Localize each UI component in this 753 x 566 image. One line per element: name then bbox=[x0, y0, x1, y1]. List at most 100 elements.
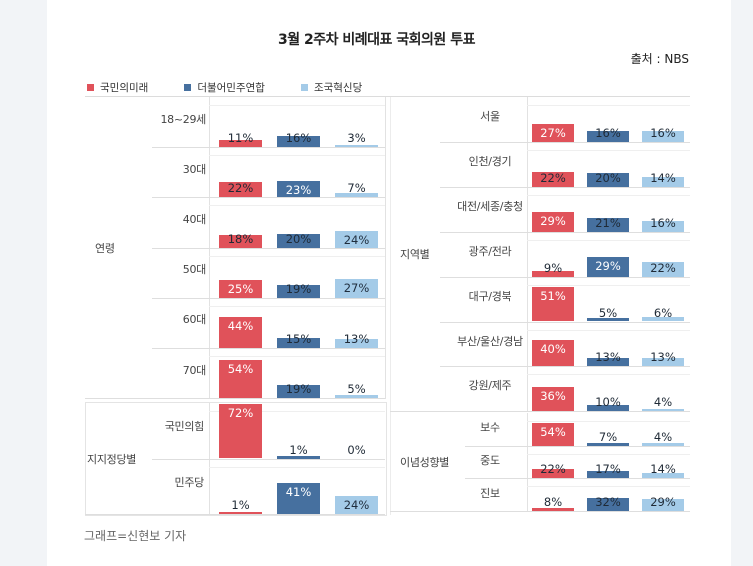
data-label: 20% bbox=[285, 231, 312, 246]
data-label: 22% bbox=[650, 260, 676, 275]
bar-ideology-series-0 bbox=[532, 423, 574, 446]
category-label: 대구/경북 bbox=[468, 289, 512, 303]
bar-age-series-1 bbox=[277, 384, 320, 399]
bar-age-series-1 bbox=[277, 136, 320, 148]
row-separator bbox=[440, 141, 690, 143]
bar-party-series-1 bbox=[277, 456, 320, 459]
row-gridline bbox=[209, 466, 385, 468]
bar-region-series-1 bbox=[587, 173, 629, 187]
legend-swatch-lightblue-icon bbox=[300, 84, 308, 91]
data-label: 16% bbox=[285, 131, 312, 146]
group-label-age: 연령 bbox=[95, 241, 115, 255]
legend-label: 국민의미래 bbox=[100, 82, 149, 94]
bar-age-series-2 bbox=[335, 338, 378, 348]
row-separator bbox=[440, 321, 690, 323]
data-label: 54% bbox=[227, 362, 254, 377]
row-separator bbox=[440, 276, 690, 278]
bar-age-series-0 bbox=[219, 139, 262, 148]
bar-region-series-2 bbox=[642, 357, 684, 367]
data-label: 16% bbox=[650, 215, 676, 230]
bar-age-series-0 bbox=[219, 235, 262, 248]
bar-region-series-2 bbox=[642, 177, 684, 187]
bar-age-series-1 bbox=[277, 284, 320, 298]
data-label: 16% bbox=[595, 125, 621, 140]
bar-region-series-0 bbox=[532, 287, 574, 322]
bar-age-series-2 bbox=[335, 278, 378, 298]
bar-age-series-2 bbox=[335, 230, 378, 248]
category-label: 강원/제주 bbox=[468, 379, 512, 393]
row-gridline bbox=[527, 453, 690, 455]
row-gridline bbox=[209, 411, 385, 412]
data-label: 22% bbox=[540, 462, 566, 477]
data-label: 5% bbox=[598, 305, 618, 320]
bar-ideology-series-2 bbox=[642, 443, 684, 446]
group-label-region: 지역별 bbox=[400, 248, 430, 262]
data-label: 10% bbox=[595, 395, 621, 410]
bar-region-series-1 bbox=[587, 318, 629, 322]
data-label: 1% bbox=[231, 498, 250, 512]
bar-region-series-0 bbox=[532, 270, 574, 277]
data-label: 5% bbox=[347, 382, 366, 397]
bar-ideology-series-2 bbox=[642, 472, 684, 479]
bar-age-series-2 bbox=[335, 192, 378, 198]
row-gridline bbox=[209, 205, 385, 207]
category-label: 보수 bbox=[480, 421, 500, 435]
row-separator bbox=[152, 197, 385, 199]
bar-party-series-2 bbox=[335, 495, 378, 514]
data-label: 0% bbox=[347, 442, 366, 457]
category-label: 민주당 bbox=[174, 475, 205, 489]
data-label: 72% bbox=[227, 405, 254, 420]
left-panel-divider bbox=[385, 97, 386, 399]
row-gridline bbox=[527, 284, 690, 286]
group-bottom-line bbox=[85, 398, 385, 400]
bar-age-series-2 bbox=[335, 144, 378, 148]
row-gridline bbox=[527, 421, 690, 422]
data-label: 32% bbox=[595, 495, 621, 510]
bar-region-series-1 bbox=[587, 217, 629, 232]
bar-region-series-0 bbox=[532, 339, 574, 367]
data-label: 27% bbox=[540, 125, 566, 140]
row-gridline bbox=[527, 239, 690, 241]
legend-item-democratic-alliance: 더불어민주연합 bbox=[184, 80, 265, 95]
bar-party-series-0 bbox=[219, 511, 262, 514]
bar-party-series-0 bbox=[219, 403, 262, 459]
data-label: 13% bbox=[650, 350, 676, 365]
row-gridline bbox=[527, 149, 690, 151]
data-label: 44% bbox=[227, 319, 254, 334]
bar-party-series-1 bbox=[277, 482, 320, 514]
data-label: 29% bbox=[595, 259, 621, 274]
bar-region-series-2 bbox=[642, 317, 684, 322]
bar-region-series-0 bbox=[532, 212, 574, 232]
row-gridline bbox=[527, 194, 690, 196]
data-label: 14% bbox=[650, 462, 676, 477]
row-gridline bbox=[527, 486, 690, 488]
data-label: 19% bbox=[285, 281, 312, 296]
category-label: 50대 bbox=[182, 263, 207, 277]
row-gridline bbox=[209, 305, 385, 307]
category-label: 30대 bbox=[182, 162, 207, 176]
bar-ideology-series-1 bbox=[587, 442, 629, 446]
row-separator bbox=[152, 458, 385, 460]
category-label: 광주/전라 bbox=[468, 244, 512, 258]
row-gridline bbox=[209, 105, 385, 106]
data-label: 25% bbox=[227, 282, 254, 297]
category-label: 18~29세 bbox=[160, 112, 206, 126]
axis-line-ideology bbox=[527, 413, 528, 512]
row-separator bbox=[152, 247, 385, 249]
bar-ideology-series-2 bbox=[642, 498, 684, 512]
chart-title: 3월 2주차 비례대표 국회의원 투표 bbox=[278, 32, 475, 48]
data-label: 24% bbox=[343, 497, 370, 512]
data-label: 15% bbox=[285, 332, 312, 346]
category-label: 대전/세종/충청 bbox=[457, 199, 523, 213]
bar-region-series-0 bbox=[532, 387, 574, 412]
bar-ideology-series-1 bbox=[587, 471, 629, 479]
data-label: 29% bbox=[650, 495, 676, 510]
row-separator bbox=[440, 186, 690, 188]
category-label: 중도 bbox=[480, 454, 500, 468]
category-label: 70대 bbox=[182, 363, 207, 377]
data-label: 22% bbox=[227, 181, 254, 196]
data-label: 41% bbox=[285, 484, 312, 499]
row-gridline bbox=[209, 356, 385, 357]
data-label: 20% bbox=[595, 170, 621, 185]
data-label: 4% bbox=[653, 429, 673, 444]
